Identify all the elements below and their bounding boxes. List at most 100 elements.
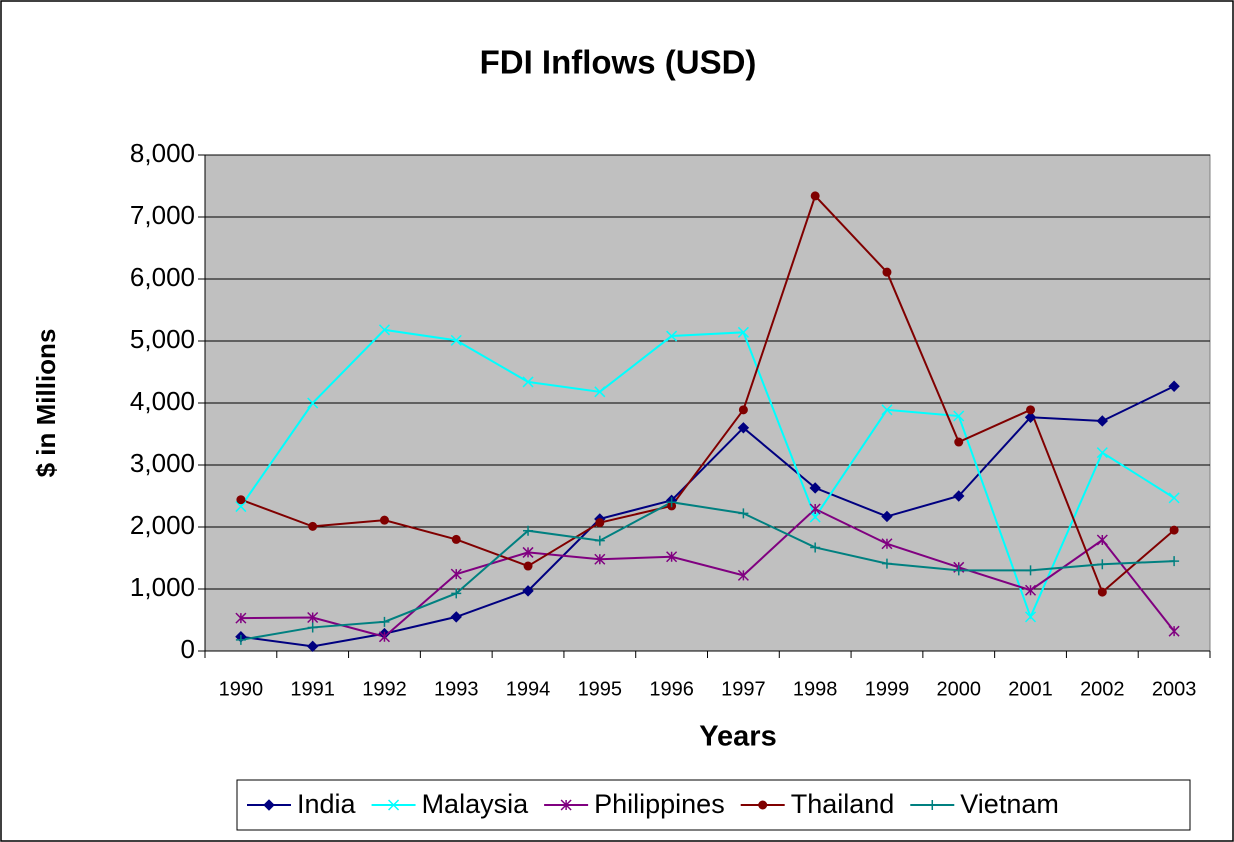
marker [738,405,748,415]
marker [594,553,606,565]
legend-label: India [297,789,357,819]
legend-marker [388,799,400,811]
marker [450,568,462,580]
x-tick-label: 1994 [506,678,551,700]
y-axis-label: $ in Millions [31,329,61,478]
marker [306,640,319,653]
y-tick-label: 5,000 [130,324,195,354]
chart-title: FDI Inflows (USD) [480,44,757,81]
y-tick-label: 3,000 [130,448,195,478]
marker [1025,584,1037,596]
x-tick-label: 2001 [1008,678,1053,700]
legend-marker [560,799,572,811]
x-tick-label: 1992 [362,678,407,700]
marker [594,535,605,546]
marker [522,376,534,388]
marker [881,558,892,569]
marker [953,490,965,502]
marker [594,386,606,398]
marker [378,631,390,643]
marker [522,585,534,597]
y-tick-label: 2,000 [130,510,195,540]
marker [451,534,461,544]
marker [1025,611,1037,623]
marker [810,191,820,201]
x-axis-label: Years [699,721,776,753]
marker [666,330,678,342]
y-tick-label: 1,000 [130,572,195,602]
marker [450,611,462,623]
marker [881,404,893,416]
marker [882,267,892,277]
legend-marker [758,800,768,810]
marker [881,510,893,523]
marker [1169,556,1180,567]
marker [379,616,390,627]
marker [1097,587,1107,597]
marker [235,634,246,645]
y-tick-label: 6,000 [130,262,195,292]
legend-marker [263,799,275,811]
marker [737,422,750,434]
x-tick-label: 1995 [578,678,623,700]
marker [737,326,749,338]
marker [595,518,605,528]
marker [235,612,247,624]
marker [954,437,964,447]
x-tick-label: 1993 [434,678,479,700]
marker [1096,415,1109,427]
y-tick-label: 4,000 [130,386,195,416]
y-tick-label: 0 [181,634,195,664]
marker [307,622,318,633]
series-line [240,507,1175,638]
marker [737,569,749,581]
x-tick-label: 2003 [1152,678,1197,700]
series-line [240,385,1175,648]
marker [1168,625,1180,637]
marker [379,515,389,525]
legend-label: Malaysia [422,789,530,819]
marker [1096,534,1108,546]
marker [953,565,964,576]
y-tick-label: 8,000 [130,138,195,168]
marker [1026,405,1036,415]
marker [1097,559,1108,570]
series-line [240,194,1175,594]
marker [307,397,319,409]
marker [1168,380,1180,392]
series-line [240,328,1175,620]
x-tick-label: 1990 [219,678,264,700]
x-tick-label: 2000 [937,678,982,700]
marker [953,410,965,422]
marker [881,538,893,550]
x-tick-label: 1997 [721,678,766,700]
marker [1024,411,1037,423]
marker [666,551,678,563]
marker [1168,492,1180,504]
y-tick-label: 7,000 [130,200,195,230]
marker [809,503,821,515]
marker [235,501,247,513]
marker [523,525,534,536]
marker [308,521,318,531]
marker [666,497,677,508]
marker [522,546,534,558]
marker [809,511,821,523]
marker [450,334,462,346]
x-tick-label: 2002 [1080,678,1125,700]
marker [451,588,462,599]
marker [738,508,749,519]
legend-label: Vietnam [960,789,1059,819]
x-tick-label: 1998 [793,678,838,700]
marker [236,495,246,505]
marker [810,542,821,553]
marker [1169,525,1179,535]
marker [1096,447,1108,459]
marker [378,324,390,336]
x-tick-label: 1996 [649,678,694,700]
marker [307,611,319,624]
series-line [240,501,1175,641]
legend-marker [927,800,938,810]
marker [1025,565,1036,576]
